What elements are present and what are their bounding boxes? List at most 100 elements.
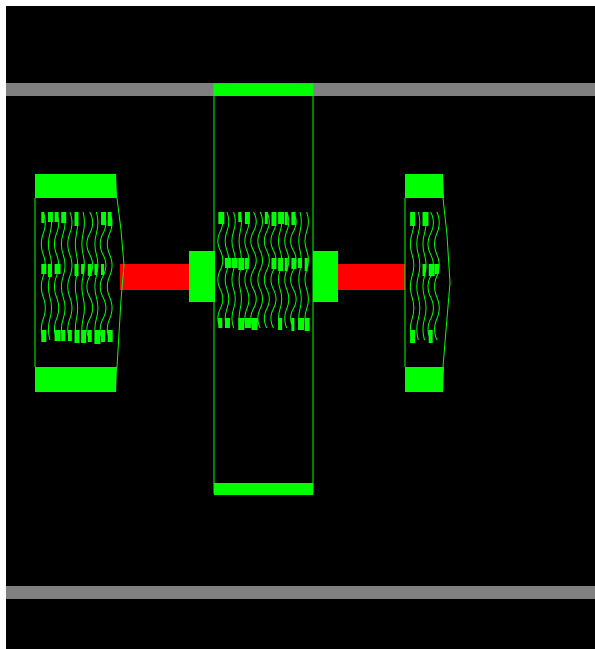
spring-strand (40, 211, 46, 341)
left-body-bottom-cap (35, 367, 117, 392)
spring-block (74, 330, 80, 343)
spring-block (304, 318, 310, 331)
spring-block (434, 264, 439, 274)
right-body-top-cap (405, 174, 444, 198)
center-body-left-joint (189, 251, 215, 302)
spring-block (41, 330, 47, 342)
spring-block (61, 212, 67, 223)
spring-strand (263, 211, 270, 329)
spring-block (224, 258, 231, 268)
spring-strand (416, 211, 421, 341)
spring-block (304, 258, 308, 271)
spring-block (410, 330, 416, 343)
left-body-outline (34, 197, 125, 368)
spring-strand (434, 211, 440, 341)
spring-block (47, 212, 53, 222)
spring-block (54, 330, 61, 341)
spring-block (81, 330, 87, 343)
center-body-springs (217, 211, 310, 331)
spring-strand (298, 211, 302, 329)
spring-strand (99, 211, 107, 341)
spring-block (284, 212, 288, 225)
left-body-springs (40, 211, 113, 344)
spring-block (67, 330, 72, 341)
spring-block (251, 318, 258, 330)
spring-block (271, 212, 277, 226)
right-body-outline (404, 197, 451, 368)
spring-strand (250, 211, 257, 329)
spring-block (218, 318, 223, 328)
spring-strand (224, 211, 230, 329)
bottom-rail (6, 586, 595, 599)
spring-strand (106, 211, 113, 341)
spring-block (244, 212, 250, 224)
spring-block (101, 330, 106, 342)
spring-strand (257, 211, 263, 329)
spring-block (428, 330, 433, 343)
spring-block (54, 212, 59, 222)
spring-block (94, 330, 101, 344)
spring-block (87, 330, 92, 342)
spring-strand (290, 211, 297, 329)
spring-strand (67, 211, 73, 341)
spring-block (238, 212, 242, 222)
right-link-bar (338, 264, 405, 290)
left-body-top-cap (35, 174, 117, 198)
spring-block (291, 212, 296, 225)
spring-block (428, 264, 435, 276)
spring-strand (409, 211, 415, 341)
center-body (189, 83, 338, 495)
spring-block (264, 212, 268, 224)
spring-block (244, 318, 251, 328)
spring-block (54, 264, 61, 274)
spring-block (87, 264, 92, 276)
spring-block (278, 212, 285, 224)
spring-block (101, 264, 105, 275)
spring-block (231, 258, 238, 268)
spring-block (41, 264, 47, 274)
spring-block (422, 212, 429, 226)
spring-block (94, 264, 98, 275)
spring-strand (217, 211, 224, 329)
spring-block (298, 258, 303, 268)
spring-block (278, 318, 283, 330)
spring-block (74, 264, 79, 276)
spring-strand (244, 211, 250, 329)
spring-strand (270, 211, 277, 329)
center-body-right-joint (313, 251, 338, 302)
spring-block (47, 264, 52, 277)
spring-block (224, 318, 230, 328)
spring-strand (60, 211, 66, 341)
right-body-springs (409, 211, 440, 343)
spring-block (61, 330, 66, 341)
spring-block (291, 258, 297, 269)
spring-strand (53, 211, 60, 341)
spring-strand (94, 211, 99, 341)
spring-block (271, 258, 277, 269)
right-body (404, 174, 451, 392)
spring-block (291, 318, 295, 331)
spring-block (101, 212, 107, 225)
spring-block (410, 212, 416, 226)
spring-block (74, 212, 79, 226)
spring-block (107, 330, 113, 342)
spring-block (244, 258, 249, 269)
spring-block (278, 258, 284, 271)
spring-block (284, 258, 288, 271)
spring-block (298, 318, 305, 330)
spring-block (238, 318, 245, 330)
spring-strand (81, 211, 85, 341)
spring-block (422, 264, 426, 276)
spring-block (81, 264, 85, 274)
spring-block (238, 258, 245, 270)
spring-block (218, 212, 225, 224)
spring-block (107, 212, 112, 226)
left-link-bar (120, 264, 189, 290)
right-body-bottom-cap (405, 367, 444, 392)
center-body-top-cap (214, 84, 313, 96)
spring-strand (231, 211, 236, 329)
center-body-bottom-cap (214, 483, 313, 495)
spring-block (41, 212, 45, 223)
